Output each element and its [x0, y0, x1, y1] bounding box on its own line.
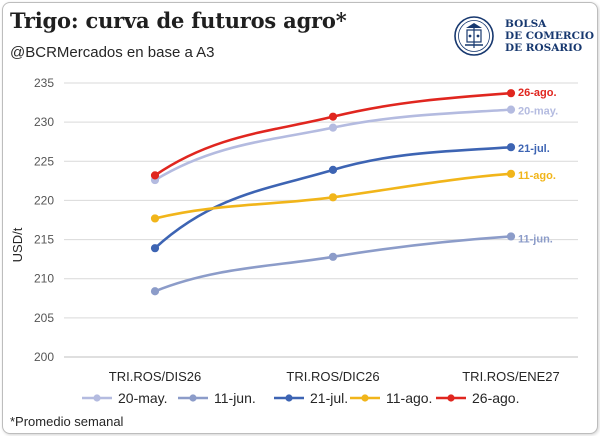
series-end-label: 11-jun. — [518, 233, 553, 245]
data-point — [506, 105, 516, 114]
y-tick-label: 200 — [34, 350, 54, 364]
x-category-label: TRI.ROS/ENE27 — [462, 369, 560, 384]
data-point — [328, 165, 338, 174]
y-tick-label: 215 — [34, 233, 54, 247]
y-tick-label: 230 — [34, 115, 54, 129]
x-category-label: TRI.ROS/DIC26 — [286, 369, 379, 384]
chart-title: Trigo: curva de futuros agro* — [10, 8, 347, 33]
legend-swatch-marker — [93, 394, 101, 402]
data-point — [506, 232, 516, 241]
y-tick-label: 235 — [34, 76, 54, 90]
y-tick-label: 210 — [34, 272, 54, 286]
y-tick-label: 225 — [34, 154, 54, 168]
legend-label: 21-jul. — [310, 390, 348, 406]
series-end-label: 11-ago. — [518, 170, 556, 182]
logo-line-1: BOLSA — [505, 18, 547, 30]
data-point — [150, 214, 160, 223]
y-axis-label: USD/t — [10, 227, 25, 262]
data-point — [506, 169, 516, 178]
data-point — [150, 171, 160, 180]
x-category-label: TRI.ROS/DIS26 — [109, 369, 201, 384]
legend-label: 11-ago. — [386, 390, 432, 406]
grid-lines — [64, 82, 578, 358]
data-point — [328, 123, 338, 132]
series-end-label: 26-ago. — [518, 87, 557, 99]
legend: 20-may. 11-jun. 21-jul. 11-ago. 26-ago. — [82, 390, 519, 406]
series-group — [150, 89, 516, 296]
legend-swatch-marker — [447, 394, 455, 402]
data-point — [506, 89, 516, 98]
legend-swatch-marker — [361, 394, 369, 402]
bcr-seal-icon — [454, 16, 494, 56]
y-tick-labels: 200 205 210 215 220 225 230 235 — [34, 76, 54, 364]
footnote: *Promedio semanal — [10, 414, 124, 429]
y-tick-label: 220 — [34, 193, 54, 207]
x-category-labels: TRI.ROS/DIS26 TRI.ROS/DIC26 TRI.ROS/ENE27 — [109, 369, 560, 384]
data-point — [150, 287, 160, 296]
legend-label: 20-may. — [118, 390, 168, 406]
data-point — [328, 112, 338, 121]
data-point — [506, 143, 516, 152]
series-line — [153, 235, 513, 293]
data-point — [150, 244, 160, 253]
logo-line-2: DE COMERCIO — [505, 30, 595, 42]
series-end-label: 20-may. — [518, 106, 558, 118]
y-tick-label: 205 — [34, 311, 54, 325]
bcr-logo-text: BOLSA DE COMERCIO DE ROSARIO — [505, 18, 594, 54]
logo-line-3: DE ROSARIO — [505, 42, 583, 54]
legend-label: 11-jun. — [214, 390, 256, 406]
chart-subtitle: @BCRMercados en base a A3 — [10, 44, 215, 61]
series-line — [153, 91, 513, 177]
series-end-label: 21-jul. — [518, 143, 550, 155]
legend-label: 26-ago. — [472, 390, 519, 406]
data-point — [328, 252, 338, 261]
legend-swatch-marker — [285, 394, 293, 402]
data-point — [328, 193, 338, 202]
end-labels: 20-may. 11-jun. 21-jul. 11-ago. 26-ago. — [518, 87, 558, 245]
legend-swatch-marker — [189, 394, 197, 402]
